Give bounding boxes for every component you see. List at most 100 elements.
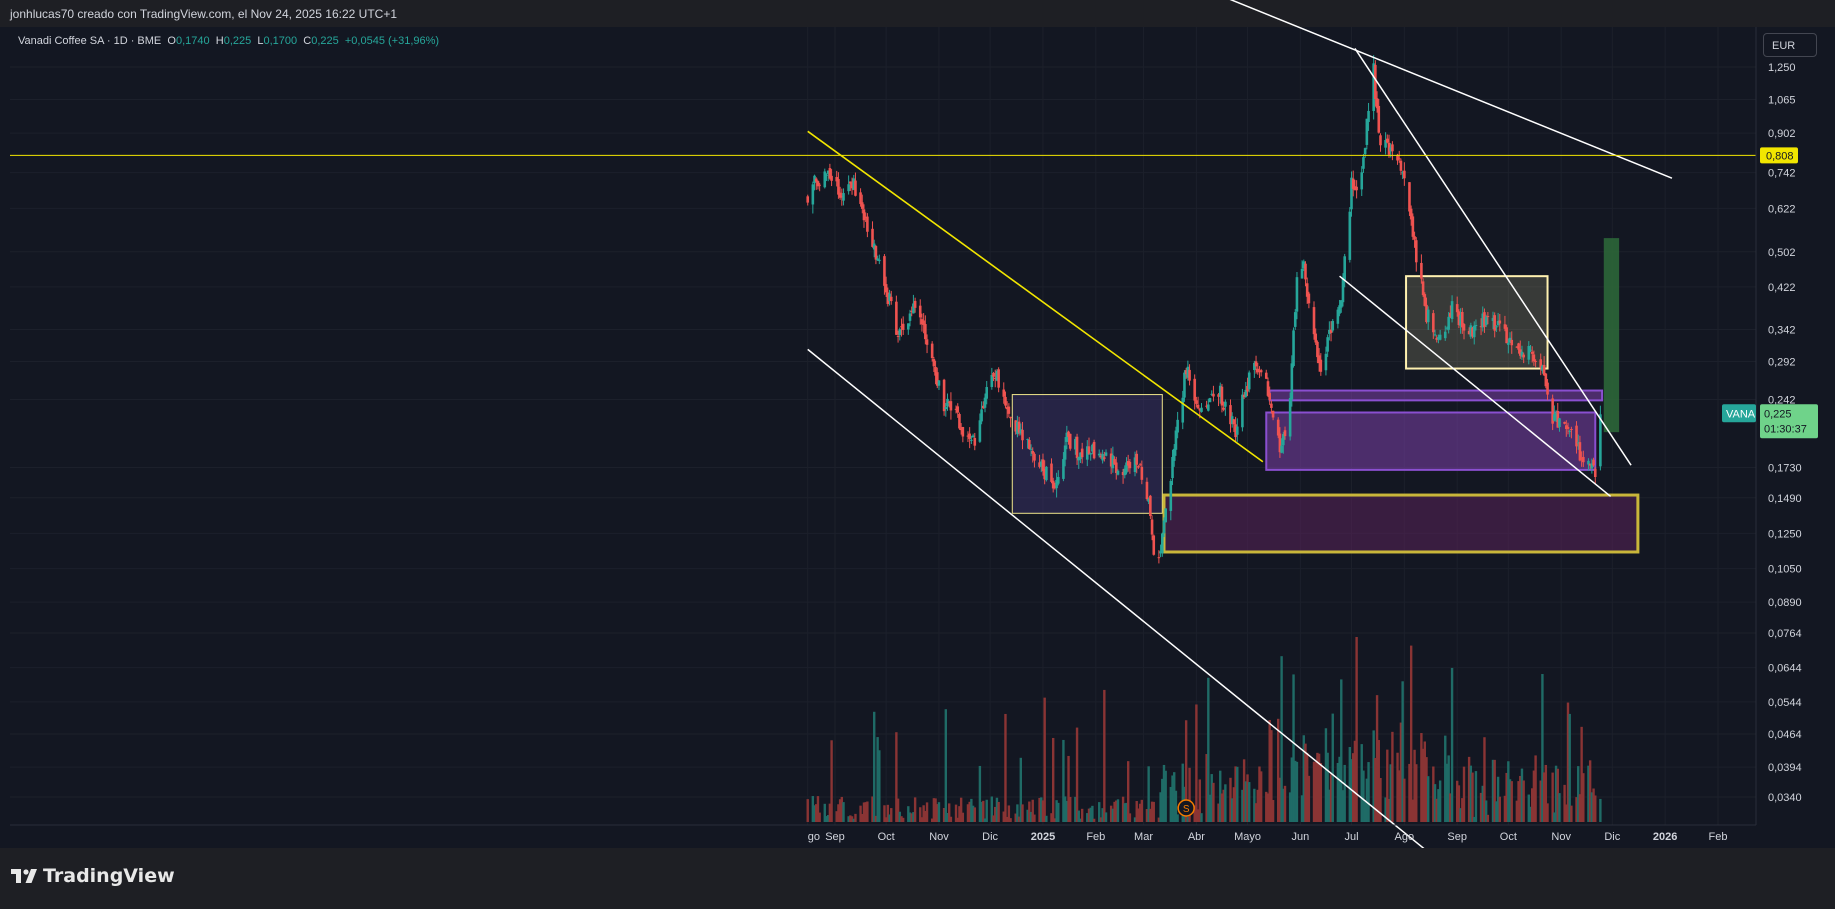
volume-bar [1270, 730, 1273, 822]
candle-body [1329, 329, 1333, 333]
volume-bar [1570, 805, 1573, 822]
candle [954, 405, 958, 414]
candle-body [1200, 407, 1203, 412]
volume-bar [1329, 774, 1333, 822]
volume-bar [1169, 786, 1173, 822]
candle [1408, 182, 1411, 216]
volume-bar [1343, 764, 1346, 822]
candle-body [1116, 470, 1120, 475]
candle-body [1145, 481, 1149, 500]
candle [1365, 118, 1369, 150]
candle [1121, 468, 1125, 484]
volume-bar [1278, 777, 1282, 822]
candle-body [1570, 428, 1573, 430]
candle [1319, 353, 1323, 376]
candle-body [1582, 456, 1585, 463]
volume-bar [1399, 722, 1403, 822]
volume-bar [1294, 760, 1297, 822]
volume-bar [936, 804, 939, 822]
volume-bar [1486, 814, 1490, 822]
volume-bar [1449, 793, 1452, 822]
candle-body [1409, 208, 1413, 220]
volume-bar [828, 803, 832, 822]
candle-body [985, 387, 989, 399]
volume-bar [1580, 726, 1583, 822]
candle [1379, 133, 1382, 152]
candle [1186, 360, 1190, 381]
volume-bar [1220, 793, 1224, 822]
candle [958, 412, 961, 430]
candle-body [1007, 406, 1011, 414]
candle [1125, 457, 1128, 475]
candle-body [920, 319, 924, 325]
volume-bar [901, 817, 905, 822]
candle [992, 371, 995, 382]
candle [1062, 452, 1065, 482]
candle [1479, 318, 1483, 336]
candle [1174, 426, 1178, 456]
volume-bar [1205, 754, 1208, 822]
candle [878, 254, 881, 265]
candle-body [978, 420, 982, 442]
volume-bar [1157, 817, 1161, 822]
volume-bar [948, 803, 951, 822]
volume-bar [1496, 776, 1500, 822]
candle-body [1457, 311, 1461, 326]
candle-body [1450, 301, 1454, 319]
volume-bar [958, 806, 961, 822]
volume-bar [1123, 803, 1126, 822]
candle [1328, 321, 1331, 341]
candle-body [947, 401, 951, 403]
candle [1445, 326, 1449, 331]
tradingview-logo[interactable]: TradingView [11, 865, 175, 887]
candle [1353, 179, 1357, 191]
volume-bar [1021, 804, 1024, 822]
volume-bar [1455, 780, 1459, 822]
candle-body [1532, 354, 1536, 362]
volume-bar [1425, 757, 1428, 822]
volume-bar [913, 797, 917, 822]
candle-body [1300, 268, 1304, 279]
candle [993, 369, 997, 388]
candle-body [1135, 453, 1139, 465]
volume-bar [1435, 798, 1438, 822]
volume-bar [1324, 728, 1328, 822]
candle [874, 245, 878, 265]
candle [1109, 448, 1113, 475]
volume-bar [1113, 801, 1116, 822]
candle-body [1121, 472, 1125, 475]
candle [1411, 213, 1415, 241]
volume-bar [1062, 739, 1065, 822]
candle-body [1401, 172, 1404, 174]
candle [837, 172, 840, 199]
candle-body [954, 408, 958, 410]
price-tick-label: 0,902 [1768, 128, 1796, 140]
last-price-label: 0,225 [1764, 408, 1792, 420]
candle-body [838, 192, 842, 198]
price-chart[interactable]: S 1,250 1,065 0,902 0,742 0,622 0,502 0,422 0,3… [0, 0, 1835, 848]
candle [1057, 470, 1060, 486]
volume-bar [1565, 804, 1568, 822]
volume-bar [949, 816, 953, 822]
candle [1564, 420, 1568, 437]
candle [884, 276, 888, 298]
volume-bar [1588, 760, 1592, 822]
volume-bar [1195, 704, 1198, 822]
volume-bar [873, 711, 876, 822]
volume-bar [1098, 802, 1101, 822]
candle [1467, 327, 1471, 335]
candle [990, 367, 994, 390]
candle [1432, 310, 1435, 339]
volume-bar [1266, 793, 1270, 822]
candle-body [1472, 325, 1476, 338]
volume-bar [1140, 799, 1144, 822]
volume-bar [1542, 772, 1546, 822]
candle-body [1348, 211, 1352, 260]
candle [1116, 469, 1120, 476]
volume-bar [1447, 755, 1450, 822]
candle [1534, 359, 1537, 368]
currency-button[interactable]: EUR [1763, 33, 1817, 57]
candle-body [1055, 479, 1058, 489]
candle [1258, 366, 1261, 378]
dividend-event-marker[interactable]: S [1177, 799, 1195, 817]
